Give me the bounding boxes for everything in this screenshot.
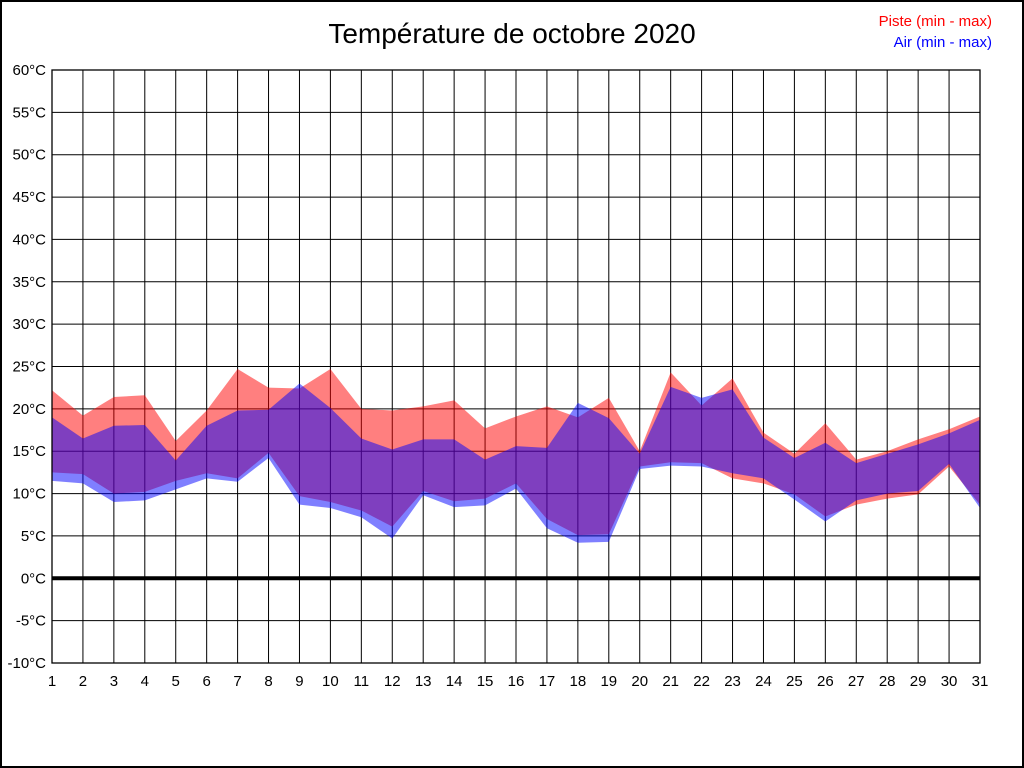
x-axis-tick-label: 10 — [322, 673, 339, 690]
x-axis-tick-label: 18 — [570, 673, 587, 690]
x-axis-tick-label: 23 — [724, 673, 741, 690]
x-axis-tick-label: 25 — [786, 673, 803, 690]
y-axis-tick-label: 20°C — [12, 401, 46, 418]
x-axis-tick-label: 11 — [354, 673, 370, 690]
x-axis-tick-label: 3 — [110, 673, 118, 690]
chart-title: Température de octobre 2020 — [328, 18, 696, 49]
legend-item-piste: Piste (min - max) — [878, 13, 992, 30]
x-axis-tick-label: 27 — [848, 673, 865, 690]
x-axis-tick-label: 26 — [817, 673, 834, 690]
x-axis-tick-label: 8 — [264, 673, 272, 690]
x-axis-tick-label: 30 — [941, 673, 958, 690]
x-axis-tick-label: 6 — [202, 673, 210, 690]
x-axis-tick-label: 9 — [295, 673, 303, 690]
x-axis-tick-label: 16 — [508, 673, 525, 690]
y-axis-tick-label: 45°C — [12, 189, 46, 206]
air-band — [52, 383, 980, 543]
x-axis-tick-label: 13 — [415, 673, 432, 690]
x-axis-tick-label: 20 — [631, 673, 648, 690]
y-axis-tick-label: 15°C — [12, 443, 46, 460]
x-axis-tick-label: 22 — [693, 673, 710, 690]
x-axis-tick-label: 7 — [233, 673, 241, 690]
y-axis-tick-label: 55°C — [12, 104, 46, 121]
x-axis-tick-label: 5 — [172, 673, 180, 690]
x-axis-tick-label: 15 — [477, 673, 494, 690]
x-axis-tick-label: 14 — [446, 673, 463, 690]
x-axis-tick-label: 2 — [79, 673, 87, 690]
x-axis-tick-label: 28 — [879, 673, 896, 690]
y-axis-tick-label: 35°C — [12, 274, 46, 291]
y-axis-tick-label: 50°C — [12, 147, 46, 164]
y-axis-tick-label: -5°C — [16, 613, 46, 630]
y-axis-tick-label: 25°C — [12, 359, 46, 376]
y-axis-tick-label: -10°C — [7, 655, 46, 672]
y-axis-tick-label: 60°C — [12, 62, 46, 79]
y-axis-tick-label: 0°C — [21, 570, 46, 587]
y-axis-tick-label: 5°C — [21, 528, 46, 545]
plot-frame — [51, 69, 981, 664]
x-axis-tick-label: 17 — [539, 673, 556, 690]
x-axis-tick-label: 21 — [662, 673, 679, 690]
y-axis-tick-label: 10°C — [12, 486, 46, 503]
x-axis-tick-label: 31 — [972, 673, 989, 690]
chart-legend: Piste (min - max) Air (min - max) — [879, 11, 992, 53]
legend-item-air: Air (min - max) — [893, 34, 992, 51]
x-axis-tick-label: 24 — [755, 673, 772, 690]
x-axis-tick-label: 12 — [384, 673, 401, 690]
y-axis-tick-label: 40°C — [12, 231, 46, 248]
x-axis-tick-label: 4 — [141, 673, 149, 690]
x-axis-tick-label: 1 — [48, 673, 56, 690]
y-axis-tick-label: 30°C — [12, 316, 46, 333]
x-axis-tick-label: 19 — [600, 673, 617, 690]
x-axis-tick-label: 29 — [910, 673, 927, 690]
